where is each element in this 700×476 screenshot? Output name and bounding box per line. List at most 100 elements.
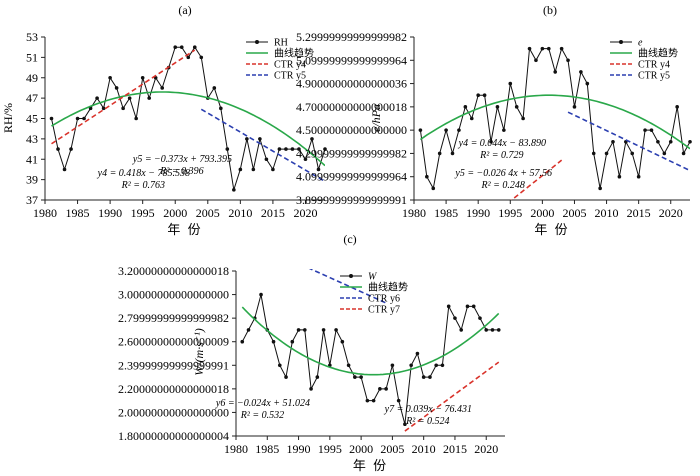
data-point: [346, 363, 351, 368]
data-point: [440, 363, 445, 368]
x-tick-label: 2010: [228, 206, 252, 220]
data-point: [459, 328, 464, 332]
data-point: [434, 363, 438, 368]
data-point: [340, 339, 345, 344]
regression-annotation: y4 = 0.418x − 785.538: [97, 168, 190, 179]
legend-label: CTR y6: [368, 294, 400, 305]
ctr-line-CTR-y6: [308, 269, 387, 304]
x-tick-label: 2020: [474, 442, 498, 456]
data-point: [428, 375, 432, 379]
data-point: [668, 139, 673, 144]
x-tick-label: 2005: [562, 206, 586, 220]
data-point: [649, 128, 654, 132]
legend-marker: [255, 40, 259, 44]
series-line-W: [241, 294, 499, 425]
x-axis-title: 年 份: [353, 458, 388, 473]
legend-label: CTR y5: [638, 71, 670, 82]
data-point: [199, 55, 204, 60]
legend-label: CTR y7: [368, 305, 400, 316]
y-axis-title: e/hPa: [369, 104, 383, 132]
data-point: [559, 46, 564, 51]
data-point: [540, 46, 545, 51]
y-axis-title: W/(m·s⁻¹): [192, 328, 206, 376]
data-point: [390, 363, 395, 368]
data-point: [591, 151, 596, 156]
data-point: [508, 81, 513, 86]
data-point: [437, 151, 442, 156]
data-point: [258, 137, 262, 141]
y-tick-label: 4.90000000000000036: [296, 77, 407, 91]
x-tick-label: 2000: [530, 206, 554, 220]
data-point: [140, 75, 145, 80]
regression-annotation: R² = 0.248: [481, 180, 525, 191]
data-point: [238, 167, 243, 172]
y-tick-label: 2.39999999999999991: [118, 358, 229, 372]
ctr-line-CTR-y5: [567, 111, 690, 172]
x-tick-label: 2010: [412, 442, 436, 456]
data-point: [62, 167, 67, 172]
y-tick-label: 39: [26, 173, 38, 187]
data-point: [484, 328, 489, 332]
data-point: [246, 328, 251, 332]
data-point: [502, 128, 506, 132]
y-tick-label: 5.29999999999999982: [296, 30, 407, 44]
data-point: [82, 116, 86, 121]
y-tick-label: 41: [26, 152, 38, 166]
data-point: [496, 328, 501, 332]
data-point: [572, 105, 577, 109]
data-point: [418, 128, 423, 132]
x-tick-label: 1980: [402, 206, 426, 220]
data-point: [384, 387, 388, 391]
data-point: [49, 116, 54, 121]
x-tick-label: 1985: [255, 442, 279, 456]
data-point: [277, 147, 282, 151]
x-tick-label: 1995: [131, 206, 155, 220]
data-point: [444, 128, 448, 132]
x-tick-label: 2005: [196, 206, 220, 220]
panel-title: (b): [543, 3, 557, 17]
legend-label: CTR y4: [274, 60, 306, 71]
x-tick-label: 2020: [293, 206, 317, 220]
data-point: [604, 151, 609, 156]
data-point: [421, 375, 426, 379]
x-tick-label: 2015: [443, 442, 467, 456]
x-tick-label: 2010: [595, 206, 619, 220]
data-point: [630, 151, 635, 156]
data-point: [147, 96, 151, 100]
data-point: [553, 70, 558, 74]
data-point: [69, 147, 73, 151]
legend-label: 曲线趋势: [638, 47, 678, 60]
data-point: [585, 81, 590, 86]
data-point: [95, 96, 99, 100]
y-tick-label: 4.70000000000000018: [296, 100, 407, 114]
y-tick-label: 1.80000000000000004: [118, 429, 229, 443]
data-point: [334, 328, 338, 332]
y-tick-label: 37: [26, 193, 38, 207]
data-point: [277, 363, 282, 368]
data-point: [598, 186, 602, 191]
data-point: [284, 375, 288, 379]
data-point: [251, 167, 256, 172]
data-point: [514, 105, 519, 109]
data-point: [323, 147, 327, 151]
data-point: [271, 339, 276, 344]
data-point: [378, 387, 382, 391]
data-point: [225, 147, 230, 151]
data-point: [315, 375, 320, 379]
data-point: [290, 147, 295, 151]
data-point: [365, 398, 370, 403]
x-tick-label: 1985: [434, 206, 458, 220]
data-point: [431, 186, 436, 191]
panel-title: (c): [343, 232, 356, 246]
data-point: [101, 106, 106, 111]
x-tick-label: 2000: [349, 442, 373, 456]
data-point: [611, 139, 615, 144]
data-point: [656, 139, 660, 144]
data-point: [478, 316, 482, 320]
data-point: [353, 375, 357, 379]
data-point: [453, 316, 457, 320]
data-point: [179, 45, 184, 49]
data-point: [566, 58, 570, 63]
trend-curve: [241, 306, 500, 376]
